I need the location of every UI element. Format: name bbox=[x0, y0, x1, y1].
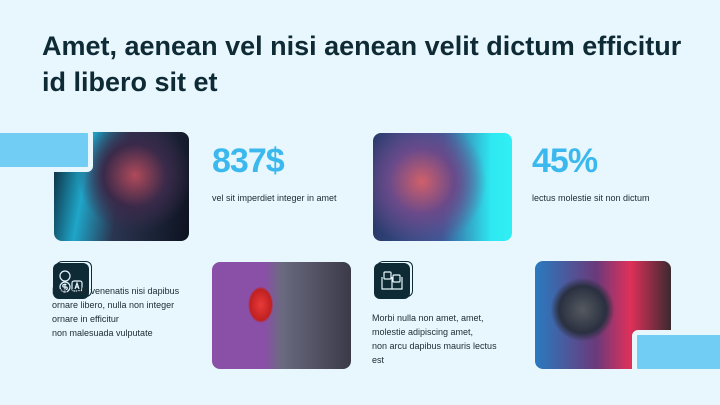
text-line: Leo, velit venenatis nisi dapibus bbox=[52, 286, 180, 296]
decorative-bar-right bbox=[632, 330, 720, 374]
text-line: non malesuada vulputate bbox=[52, 328, 153, 338]
stat-caption-1: vel sit imperdiet integer in amet bbox=[212, 193, 337, 203]
text-line: est bbox=[372, 355, 385, 365]
photo-red-lips bbox=[212, 262, 351, 369]
page-title: Amet, aenean vel nisi aenean velit dictu… bbox=[42, 31, 682, 97]
decorative-bar-left bbox=[0, 128, 93, 172]
text-line: molestie adipiscing amet, bbox=[372, 327, 474, 337]
book-chat-icon bbox=[374, 263, 410, 299]
feature-text-2: Morbi nulla non amet, amet, molestie adi… bbox=[372, 311, 497, 367]
stat-value-1: 837$ bbox=[212, 142, 285, 180]
text-line: ornare in efficitur bbox=[52, 314, 119, 324]
text-line: non arcu dapibus mauris lectus bbox=[372, 341, 497, 351]
text-line: Morbi nulla non amet, amet, bbox=[372, 313, 484, 323]
translation-currency-icon bbox=[53, 263, 89, 299]
stat-value-2: 45% bbox=[532, 142, 598, 180]
text-line: ornare libero, nulla non integer bbox=[52, 300, 175, 310]
stat-caption-2: lectus molestie sit non dictum bbox=[532, 193, 650, 203]
photo-face-neon bbox=[373, 133, 512, 241]
feature-text-1: Leo, velit venenatis nisi dapibus ornare… bbox=[52, 284, 179, 340]
